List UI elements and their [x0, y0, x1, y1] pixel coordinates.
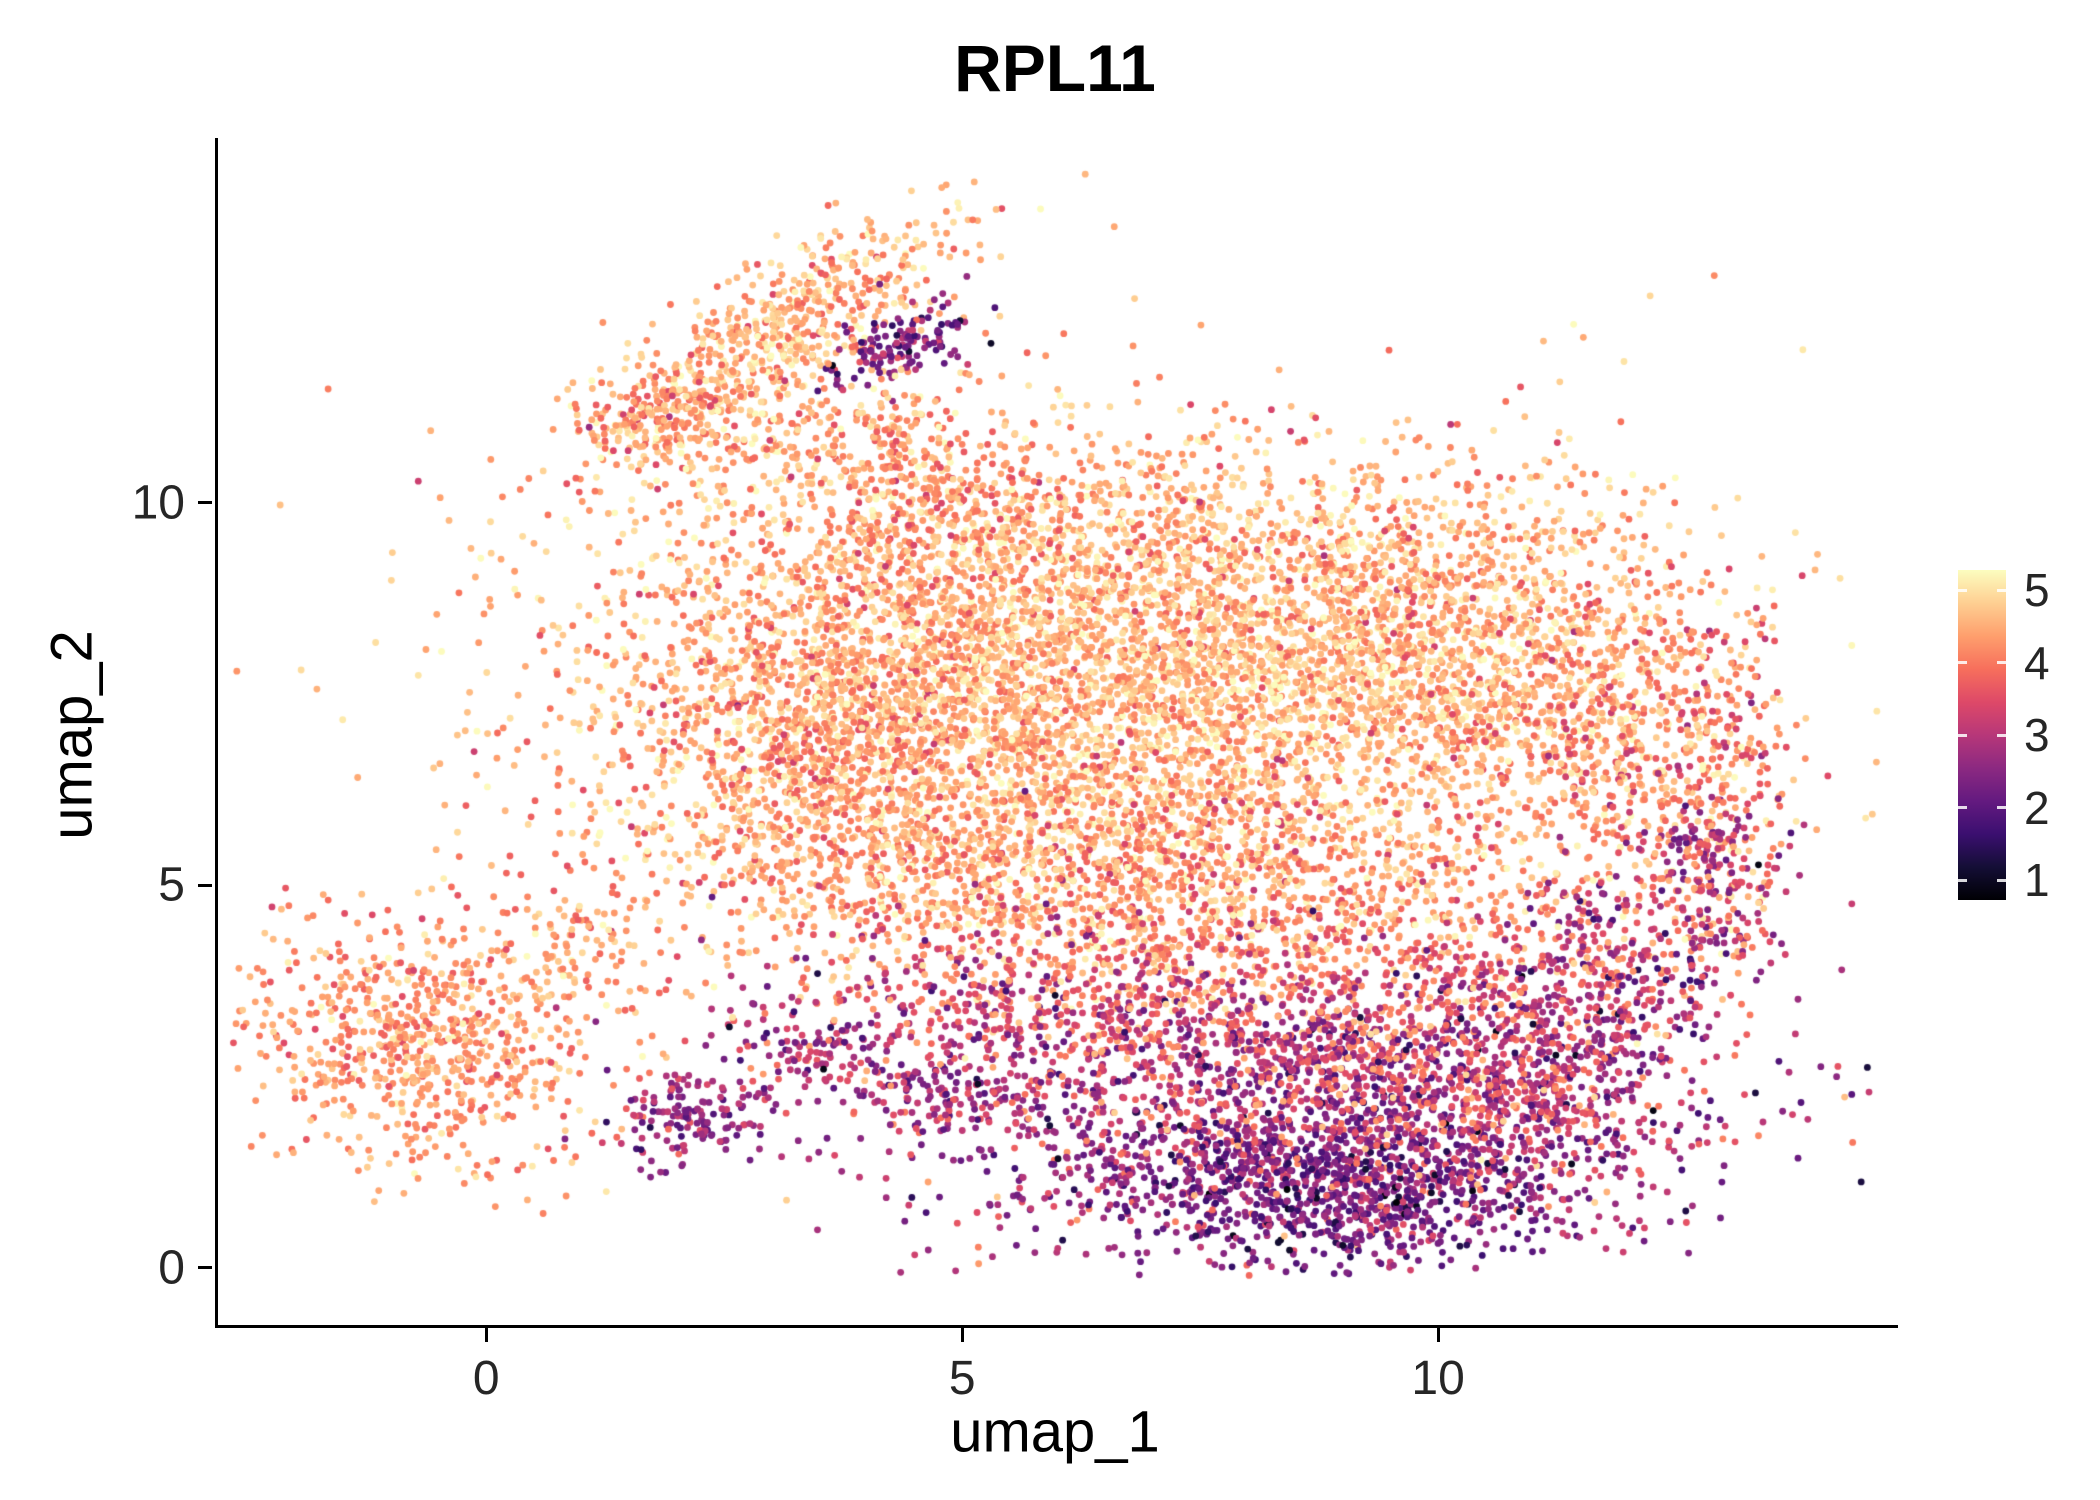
colorbar-tick-mark — [1958, 733, 1967, 737]
x-axis-label: umap_1 — [950, 1399, 1160, 1465]
y-tick-mark — [198, 1266, 212, 1270]
colorbar-tick-label: 2 — [2024, 781, 2050, 834]
colorbar-tick-mark — [1997, 806, 2006, 810]
y-tick-label: 10 — [131, 476, 185, 530]
colorbar-tick-mark — [1958, 661, 1967, 665]
y-tick-label: 5 — [158, 858, 185, 912]
x-tick-mark — [484, 1328, 488, 1342]
y-tick-mark — [198, 501, 212, 505]
colorbar-tick-mark — [1997, 661, 2006, 665]
y-tick-mark — [198, 883, 212, 887]
x-tick-label: 10 — [1411, 1352, 1465, 1405]
x-tick-label: 0 — [472, 1352, 500, 1405]
x-tick-label: 5 — [948, 1352, 976, 1405]
y-axis-label: umap_2 — [39, 630, 105, 840]
x-tick-mark — [1436, 1328, 1440, 1342]
colorbar-tick-label: 3 — [2024, 709, 2050, 762]
colorbar-tick-mark — [1997, 588, 2006, 592]
colorbar-tick-mark — [1997, 878, 2006, 882]
colorbar-tick-label: 1 — [2024, 854, 2050, 907]
colorbar-tick-mark — [1958, 806, 1967, 810]
colorbar-tick-mark — [1958, 588, 1967, 592]
colorbar-tick-mark — [1997, 733, 2006, 737]
y-tick-label: 0 — [158, 1241, 185, 1295]
scatter-canvas — [218, 138, 1898, 1325]
plot-title: RPL11 — [954, 31, 1156, 105]
colorbar-tick-label: 5 — [2024, 564, 2050, 617]
colorbar-tick-mark — [1958, 878, 1967, 882]
x-tick-mark — [960, 1328, 964, 1342]
colorbar-tick-label: 4 — [2024, 636, 2050, 689]
plot-panel — [215, 138, 1898, 1328]
